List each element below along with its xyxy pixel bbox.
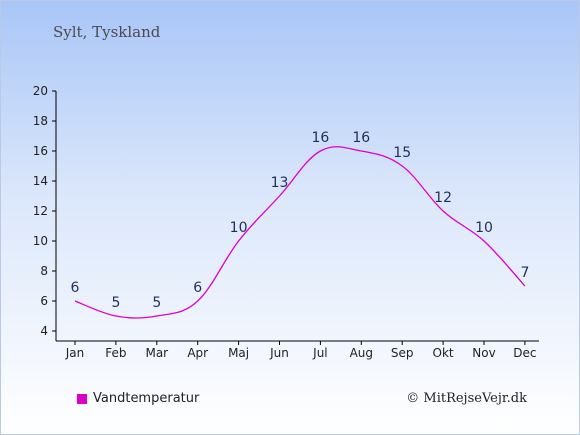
x-tick-label: Okt [433, 346, 454, 360]
data-label: 16 [311, 130, 329, 146]
legend-swatch [77, 393, 87, 404]
data-label: 16 [352, 130, 370, 146]
x-tick-label: Maj [228, 346, 249, 360]
x-tick-label: Aug [350, 346, 373, 360]
x-tick-label: Sep [391, 346, 414, 360]
x-tick-label: Jun [269, 346, 289, 360]
data-label: 6 [193, 280, 202, 296]
data-label: 5 [111, 295, 120, 311]
legend-label: Vandtemperatur [93, 391, 200, 406]
x-tick-label: Jul [312, 346, 327, 360]
series-group [74, 146, 526, 319]
x-tick-label: Apr [187, 346, 208, 360]
y-tick-label: 6 [40, 294, 48, 308]
copyright-text: © MitRejseVejr.dk [406, 391, 527, 406]
y-tick-label: 8 [40, 264, 48, 278]
y-tick-label: 16 [33, 144, 48, 158]
y-tick-label: 12 [33, 204, 48, 218]
data-label: 5 [152, 295, 161, 311]
data-label: 13 [271, 175, 289, 191]
data-label: 12 [434, 190, 452, 206]
data-label: 10 [230, 220, 248, 236]
series-line-vandtemperatur [74, 146, 526, 319]
x-tick-label: Jan [65, 346, 85, 360]
chart-title: Sylt, Tyskland [53, 23, 161, 41]
y-tick-label: 10 [33, 234, 48, 248]
axes-group: 4 6 8 10 12 14 16 18 20 Jan Feb Mar Apr Maj Jun Jul Aug S… [33, 84, 539, 360]
data-label: 10 [475, 220, 493, 236]
data-labels-group: 6 5 5 6 10 13 16 16 15 12 10 7 [71, 130, 530, 311]
x-tick-label: Dec [513, 346, 536, 360]
x-tick-label: Feb [105, 346, 126, 360]
data-label: 7 [520, 265, 529, 281]
y-tick-label: 20 [33, 84, 48, 98]
x-tick-label: Mar [145, 346, 168, 360]
data-label: 15 [393, 145, 411, 161]
y-tick-label: 14 [33, 174, 48, 188]
data-label: 6 [71, 280, 80, 296]
legend: Vandtemperatur [77, 391, 199, 406]
y-tick-label: 4 [40, 324, 48, 338]
x-tick-label: Nov [472, 346, 495, 360]
y-tick-label: 18 [33, 114, 48, 128]
